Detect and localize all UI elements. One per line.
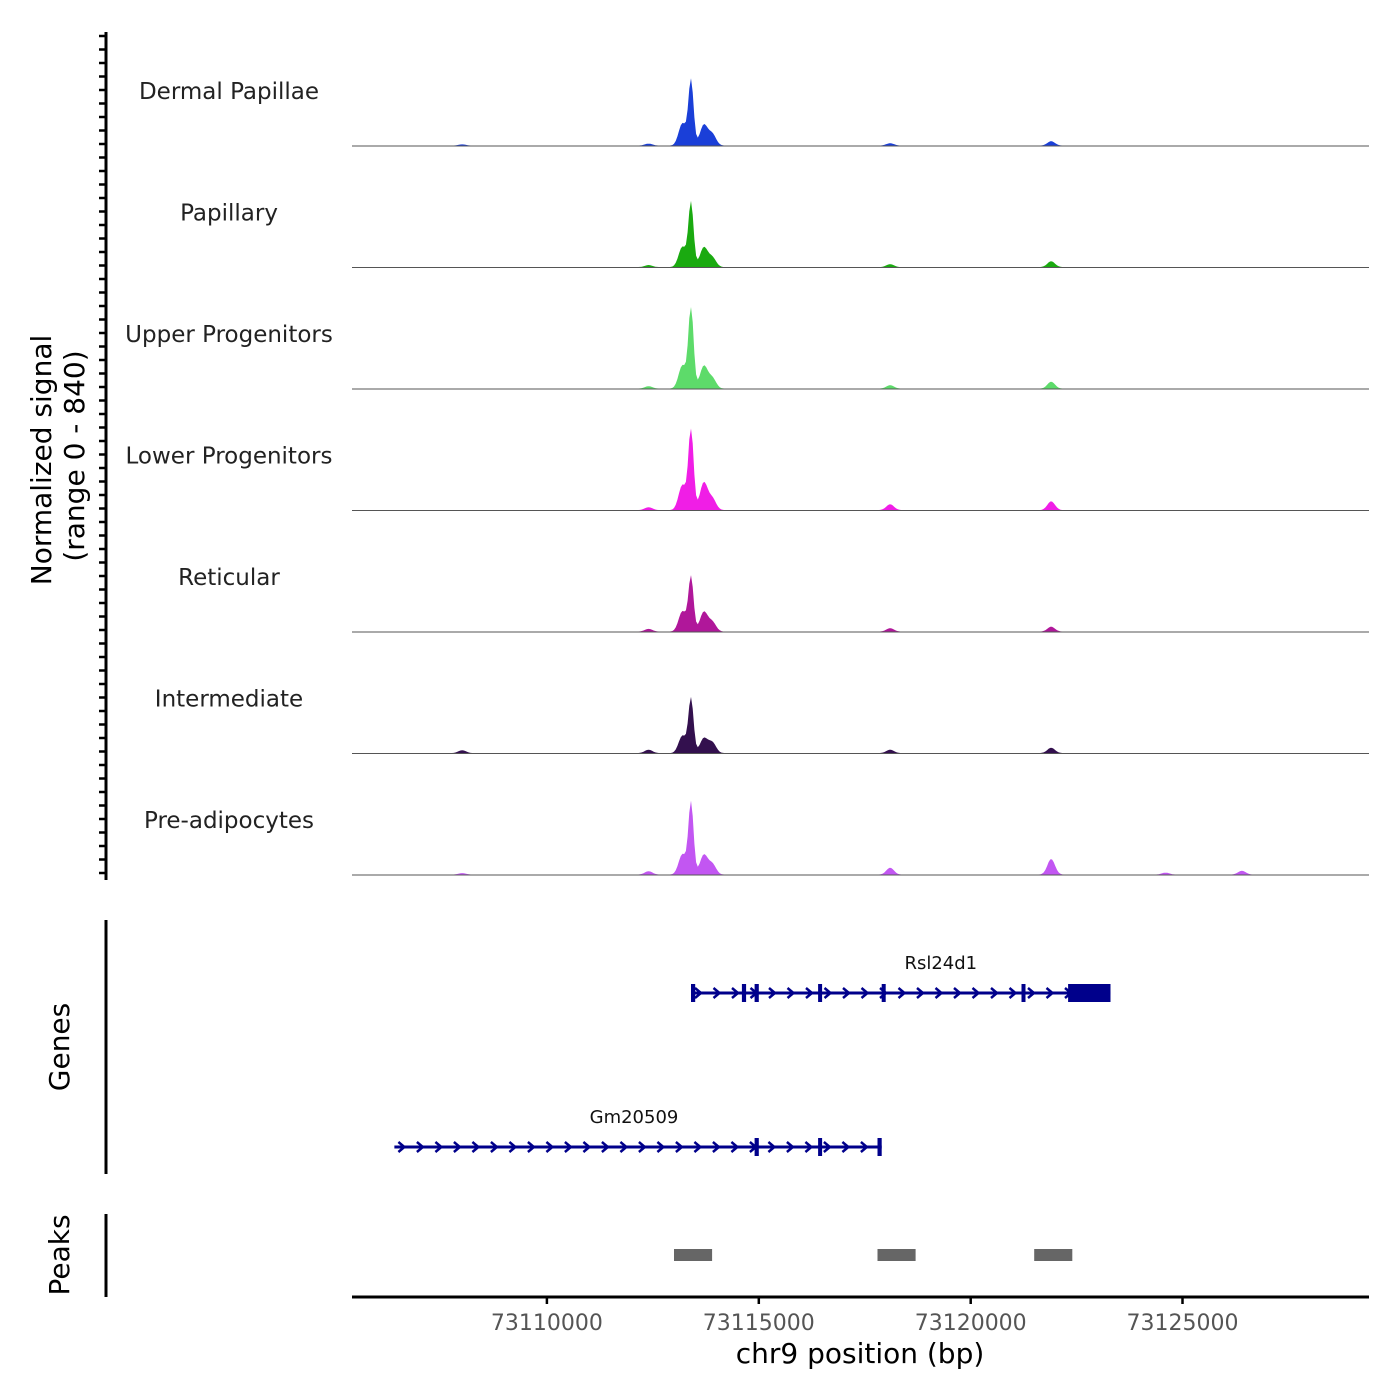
track-label-intermediate: Intermediate [155, 687, 303, 713]
strand-arrow-icon [1045, 987, 1055, 999]
track-label-papillary: Papillary [180, 201, 278, 227]
strand-arrow-icon [545, 1141, 555, 1153]
strand-arrow-icon [731, 987, 740, 999]
strand-arrow-icon [638, 1141, 647, 1153]
genes-label: Genes [43, 1003, 76, 1091]
signal-tracks: Dermal Papillae Papillary Upper Progenitor… [125, 78, 1369, 876]
strand-arrow-icon [508, 1141, 518, 1153]
track-label-dermal-papillae: Dermal Papillae [139, 79, 319, 105]
strand-arrow-icon [823, 987, 833, 999]
strand-arrow-icon [860, 1141, 869, 1153]
strand-arrow-icon [934, 987, 944, 999]
strand-arrow-icon [1027, 987, 1036, 999]
strand-arrow-icon [730, 1141, 740, 1153]
peak-region [674, 1249, 713, 1261]
signal-area-intermediate [352, 696, 1369, 754]
strand-arrow-icon [804, 1141, 814, 1153]
strand-arrow-icon [768, 987, 777, 999]
track-label-reticular: Reticular [178, 565, 280, 591]
strand-arrow-icon [841, 1141, 851, 1153]
strand-arrow-icon [527, 1141, 536, 1153]
strand-arrow-icon [971, 987, 981, 999]
strand-arrow-icon [675, 1141, 684, 1153]
exon-gm20509 [818, 1138, 823, 1156]
exon-gm20509 [877, 1138, 882, 1156]
strand-arrow-icon [656, 1141, 666, 1153]
strand-arrow-icon [786, 987, 796, 999]
strand-arrow-icon [953, 987, 962, 999]
strand-arrow-icon [434, 1141, 444, 1153]
strand-arrow-icon [916, 987, 925, 999]
exon-rsl24d1 [1021, 984, 1026, 1002]
strand-arrow-icon [767, 1141, 777, 1153]
signal-y-ticks [99, 34, 106, 875]
exon-rsl24d1 [691, 984, 696, 1002]
x-tick-label: 73125000 [1127, 1311, 1239, 1336]
x-tick-label: 73115000 [703, 1311, 815, 1336]
strand-arrow-icon [453, 1141, 462, 1153]
strand-arrow-icon [897, 987, 907, 999]
strand-arrow-icon [490, 1141, 499, 1153]
x-tick-label: 73120000 [915, 1311, 1027, 1336]
strand-arrow-icon [693, 1141, 703, 1153]
strand-arrow-icon [694, 987, 703, 999]
strand-arrow-icon [619, 1141, 629, 1153]
x-tick-label: 73110000 [491, 1311, 603, 1336]
strand-arrow-icon [1008, 987, 1018, 999]
exon-rsl24d1 [818, 984, 823, 1002]
gene-label-rsl24d1: Rsl24d1 [904, 953, 977, 974]
strand-arrow-icon [397, 1141, 407, 1153]
peak-region [877, 1249, 916, 1261]
strand-arrow-icon [860, 987, 870, 999]
strand-arrow-icon [712, 987, 722, 999]
strand-arrow-icon [990, 987, 999, 999]
y-axis-range: (range 0 - 840) [58, 350, 91, 561]
genes-track: Rsl24d1 Gm20509 [394, 953, 1111, 1156]
strand-arrow-icon [786, 1141, 795, 1153]
strand-arrow-icon [564, 1141, 573, 1153]
strand-arrow-icon [601, 1141, 610, 1153]
peaks-label: Peaks [43, 1214, 76, 1295]
strand-arrow-icon [805, 987, 814, 999]
track-label-pre-adipocytes: Pre-adipocytes [144, 808, 314, 834]
exon-rsl24d1 [881, 984, 886, 1002]
exon-rsl24d1 [1068, 984, 1111, 1002]
strand-arrow-icon [582, 1141, 592, 1153]
x-axis-title: chr9 position (bp) [736, 1337, 985, 1370]
track-label-upper-progenitors: Upper Progenitors [125, 322, 333, 348]
strand-arrow-icon [823, 1141, 832, 1153]
signal-area-papillary [352, 200, 1369, 268]
signal-area-pre-adipocytes [352, 800, 1369, 875]
exon-gm20509 [754, 1138, 759, 1156]
x-axis-ticks: 73110000 73115000 73120000 73125000 [491, 1297, 1239, 1336]
signal-area-upper-progenitors [352, 307, 1369, 389]
strand-arrow-icon [416, 1141, 425, 1153]
strand-arrow-icon [471, 1141, 481, 1153]
exon-rsl24d1 [741, 984, 747, 1002]
strand-arrow-icon [842, 987, 851, 999]
strand-arrow-icon [712, 1141, 721, 1153]
gene-label-gm20509: Gm20509 [590, 1107, 679, 1128]
signal-area-lower-progenitors [352, 428, 1369, 511]
y-axis-title: Normalized signal [25, 335, 58, 586]
peak-region [1034, 1249, 1073, 1261]
track-label-lower-progenitors: Lower Progenitors [126, 444, 333, 470]
exon-rsl24d1 [754, 984, 759, 1002]
signal-area-dermal-papillae [352, 78, 1369, 146]
signal-area-reticular [352, 575, 1369, 632]
peaks-track [674, 1249, 1073, 1261]
